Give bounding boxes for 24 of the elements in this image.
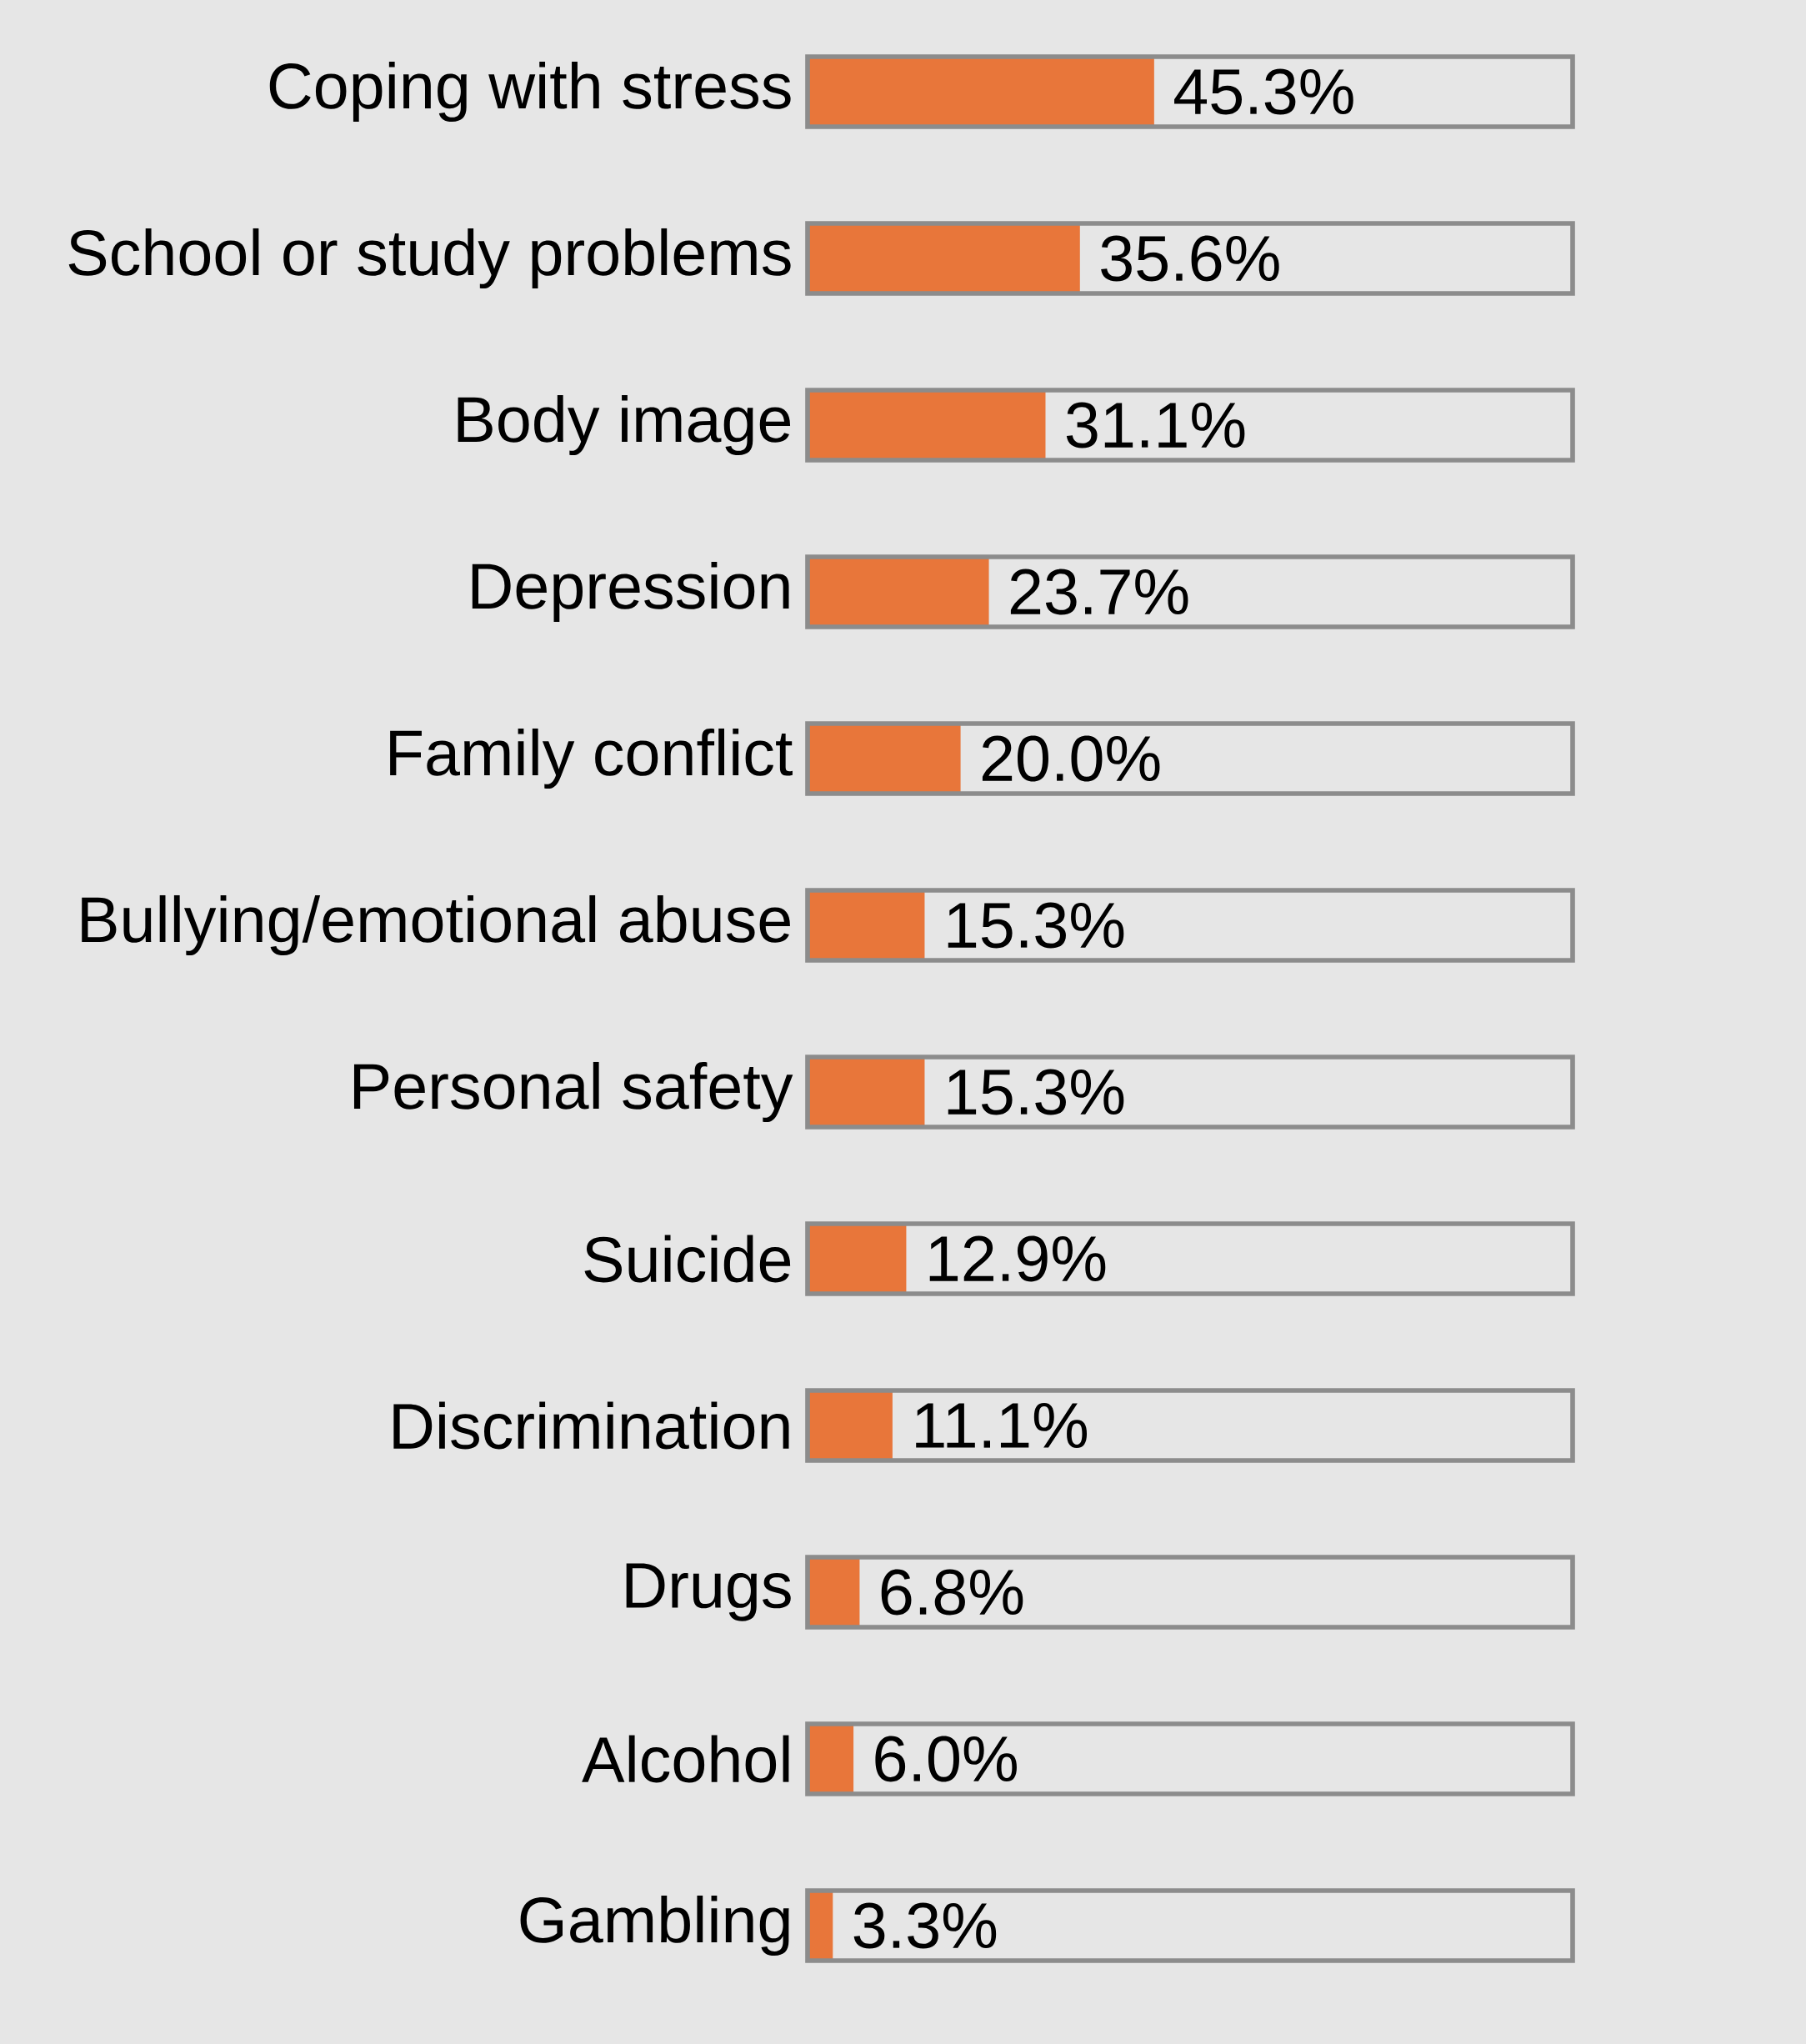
data-label: 35.6%: [1101, 235, 1279, 282]
data-label: 20.0%: [982, 735, 1160, 782]
data-label: 15.3%: [948, 902, 1124, 949]
y-tick-label: Suicide: [584, 1235, 791, 1283]
data-label: 6.0%: [875, 1736, 1017, 1782]
y-tick-label: Gambling: [520, 1895, 789, 1956]
y-tick-label: School or study problems: [68, 228, 791, 289]
data-label: 6.8%: [881, 1569, 1023, 1616]
data-label: 31.1%: [1066, 402, 1245, 448]
data-label: 3.3%: [853, 1902, 997, 1949]
y-tick-label: Family conflict: [390, 728, 793, 789]
y-tick-label: Coping with stress: [269, 61, 791, 123]
y-tick-label: Discrimination: [393, 1401, 789, 1450]
data-label: 11.1%: [916, 1402, 1088, 1449]
data-label: 23.7%: [1010, 569, 1188, 615]
data-label: 12.9%: [929, 1235, 1106, 1282]
y-tick-label: Bullying/emotional abuse: [82, 894, 790, 956]
y-tick-label: Drugs: [626, 1563, 791, 1621]
y-tick-label: Body image: [458, 394, 791, 456]
y-tick-label: Personal safety: [353, 1061, 793, 1123]
data-label: 15.3%: [948, 1069, 1124, 1115]
y-tick-label: Alcohol: [582, 1735, 789, 1783]
y-tick-label: Depression: [472, 561, 789, 623]
data-label: 45.3%: [1174, 68, 1353, 115]
